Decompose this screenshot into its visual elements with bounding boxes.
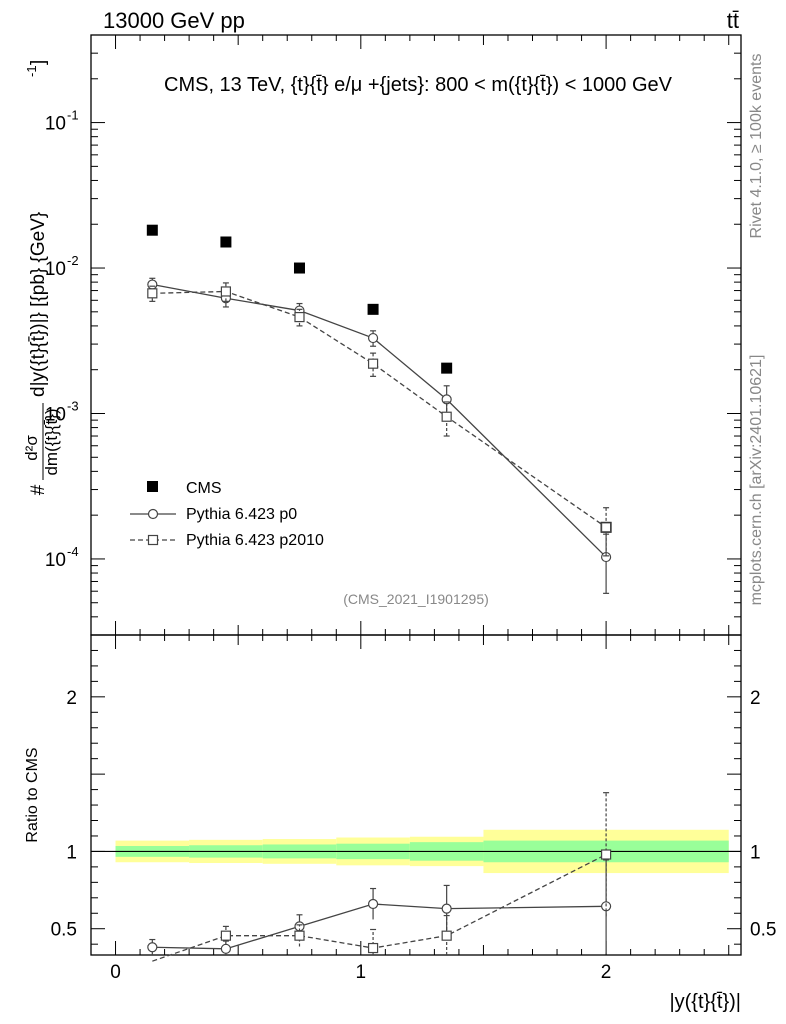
ratio-y-label: Ratio to CMS: [24, 747, 41, 842]
ratio-y-tick-label-right: 1: [750, 842, 761, 863]
y-label-exp: -1: [24, 65, 39, 77]
y-label-rest: d|y({t}{t̄})|} [{pb} {GeV}: [28, 212, 49, 397]
ratio-point-p0: [220, 943, 232, 954]
ratio-point-p2010: [441, 930, 452, 941]
mc-line-1: [152, 283, 607, 558]
mc-point-p2010: [220, 286, 232, 297]
ratio-frame: [90, 634, 742, 956]
legend-marker-p0: [147, 508, 159, 520]
y-tick-label: 10: [45, 114, 66, 135]
ratio-point-p2010: [600, 849, 612, 860]
legend-label-p2010: Pythia 6.423 p2010: [186, 532, 324, 549]
mc-point-p2010: [294, 311, 305, 323]
rivet-label: Rivet 4.1.0, ≥ 100k events: [748, 54, 765, 239]
mc-point-p2010: [600, 522, 612, 533]
ratio-point-p2010: [220, 930, 232, 941]
mc-point-p2010: [147, 288, 158, 299]
y-label-frac-den: dm({t}{t̄}): [42, 408, 61, 475]
y-tick-label-base: 10: [45, 114, 66, 135]
y-tick-label: 10: [45, 259, 66, 280]
mc-point-p2010: [441, 411, 452, 422]
ratio-point-p0: [441, 903, 452, 914]
mc-point-p0: [600, 551, 612, 563]
y-tick-label: 10: [45, 404, 66, 425]
cms-point: [220, 236, 232, 248]
y-tick-label-base: 10: [45, 404, 66, 425]
y-label-close: ]: [28, 60, 49, 65]
chart-title: CMS, 13 TeV, {t}{t̄} e/μ +{jets}: 800 < …: [164, 74, 673, 96]
y-tick-label-exp: -1: [67, 108, 79, 123]
mcplots-label: mcplots.cern.ch [arXiv:2401.10621]: [748, 355, 765, 606]
ratio-y-tick-label-right: 2: [750, 688, 761, 709]
mc-line-2: [152, 290, 607, 528]
cms-point: [293, 262, 305, 274]
cms-point: [146, 224, 158, 236]
mc-point-p0: [367, 332, 379, 344]
mc-point-p0: [147, 279, 158, 290]
x-tick-label: 0: [110, 962, 121, 983]
header-right: tt̄: [727, 8, 739, 33]
ratio-y-tick-label-left: 0.5: [51, 920, 77, 941]
y-tick-label-exp: -2: [67, 253, 79, 268]
y-tick-label-base: 10: [45, 550, 66, 571]
x-axis-label: |y({t}{t̄})|: [669, 991, 741, 1013]
legend-label-p0: Pythia 6.423 p0: [186, 506, 297, 523]
legend-label-cms: CMS: [186, 480, 222, 497]
ratio-point-p2010: [367, 942, 379, 954]
mc-point-p2010: [367, 358, 379, 369]
y-label-prefix: #: [28, 484, 49, 495]
x-tick-label: 1: [356, 962, 367, 983]
y-label-frac-num: d²σ: [22, 435, 41, 461]
x-tick-label: 2: [601, 962, 612, 983]
svg-text:#: #: [28, 484, 49, 495]
y-tick-label: 10: [45, 550, 66, 571]
ratio-point-p2010: [294, 930, 305, 941]
y-tick-label-exp: -4: [67, 544, 79, 559]
ratio-point-p0: [147, 942, 158, 953]
y-axis-label: # d²σ dm({t}{t̄}) d|y({t}{t̄})|} [{pb} {…: [22, 60, 61, 496]
ratio-line-0: [152, 903, 607, 950]
y-tick-label-exp: -3: [67, 398, 79, 413]
ratio-line-1: [152, 853, 607, 962]
legend-marker-p2010: [147, 534, 159, 546]
cms-point: [367, 303, 379, 315]
y-tick-label-base: 10: [45, 259, 66, 280]
ratio-y-tick-label-left: 2: [66, 688, 77, 709]
analysis-id: (CMS_2021_I1901295): [343, 591, 489, 607]
ratio-y-tick-label-left: 1: [66, 842, 77, 863]
cms-point: [441, 362, 453, 374]
header-left: 13000 GeV pp: [103, 8, 245, 33]
legend: CMS Pythia 6.423 p0 Pythia 6.423 p2010: [130, 480, 324, 549]
legend-marker-cms: [147, 481, 158, 492]
ratio-y-tick-label-right: 0.5: [750, 920, 776, 941]
ratio-point-p0: [367, 898, 379, 910]
